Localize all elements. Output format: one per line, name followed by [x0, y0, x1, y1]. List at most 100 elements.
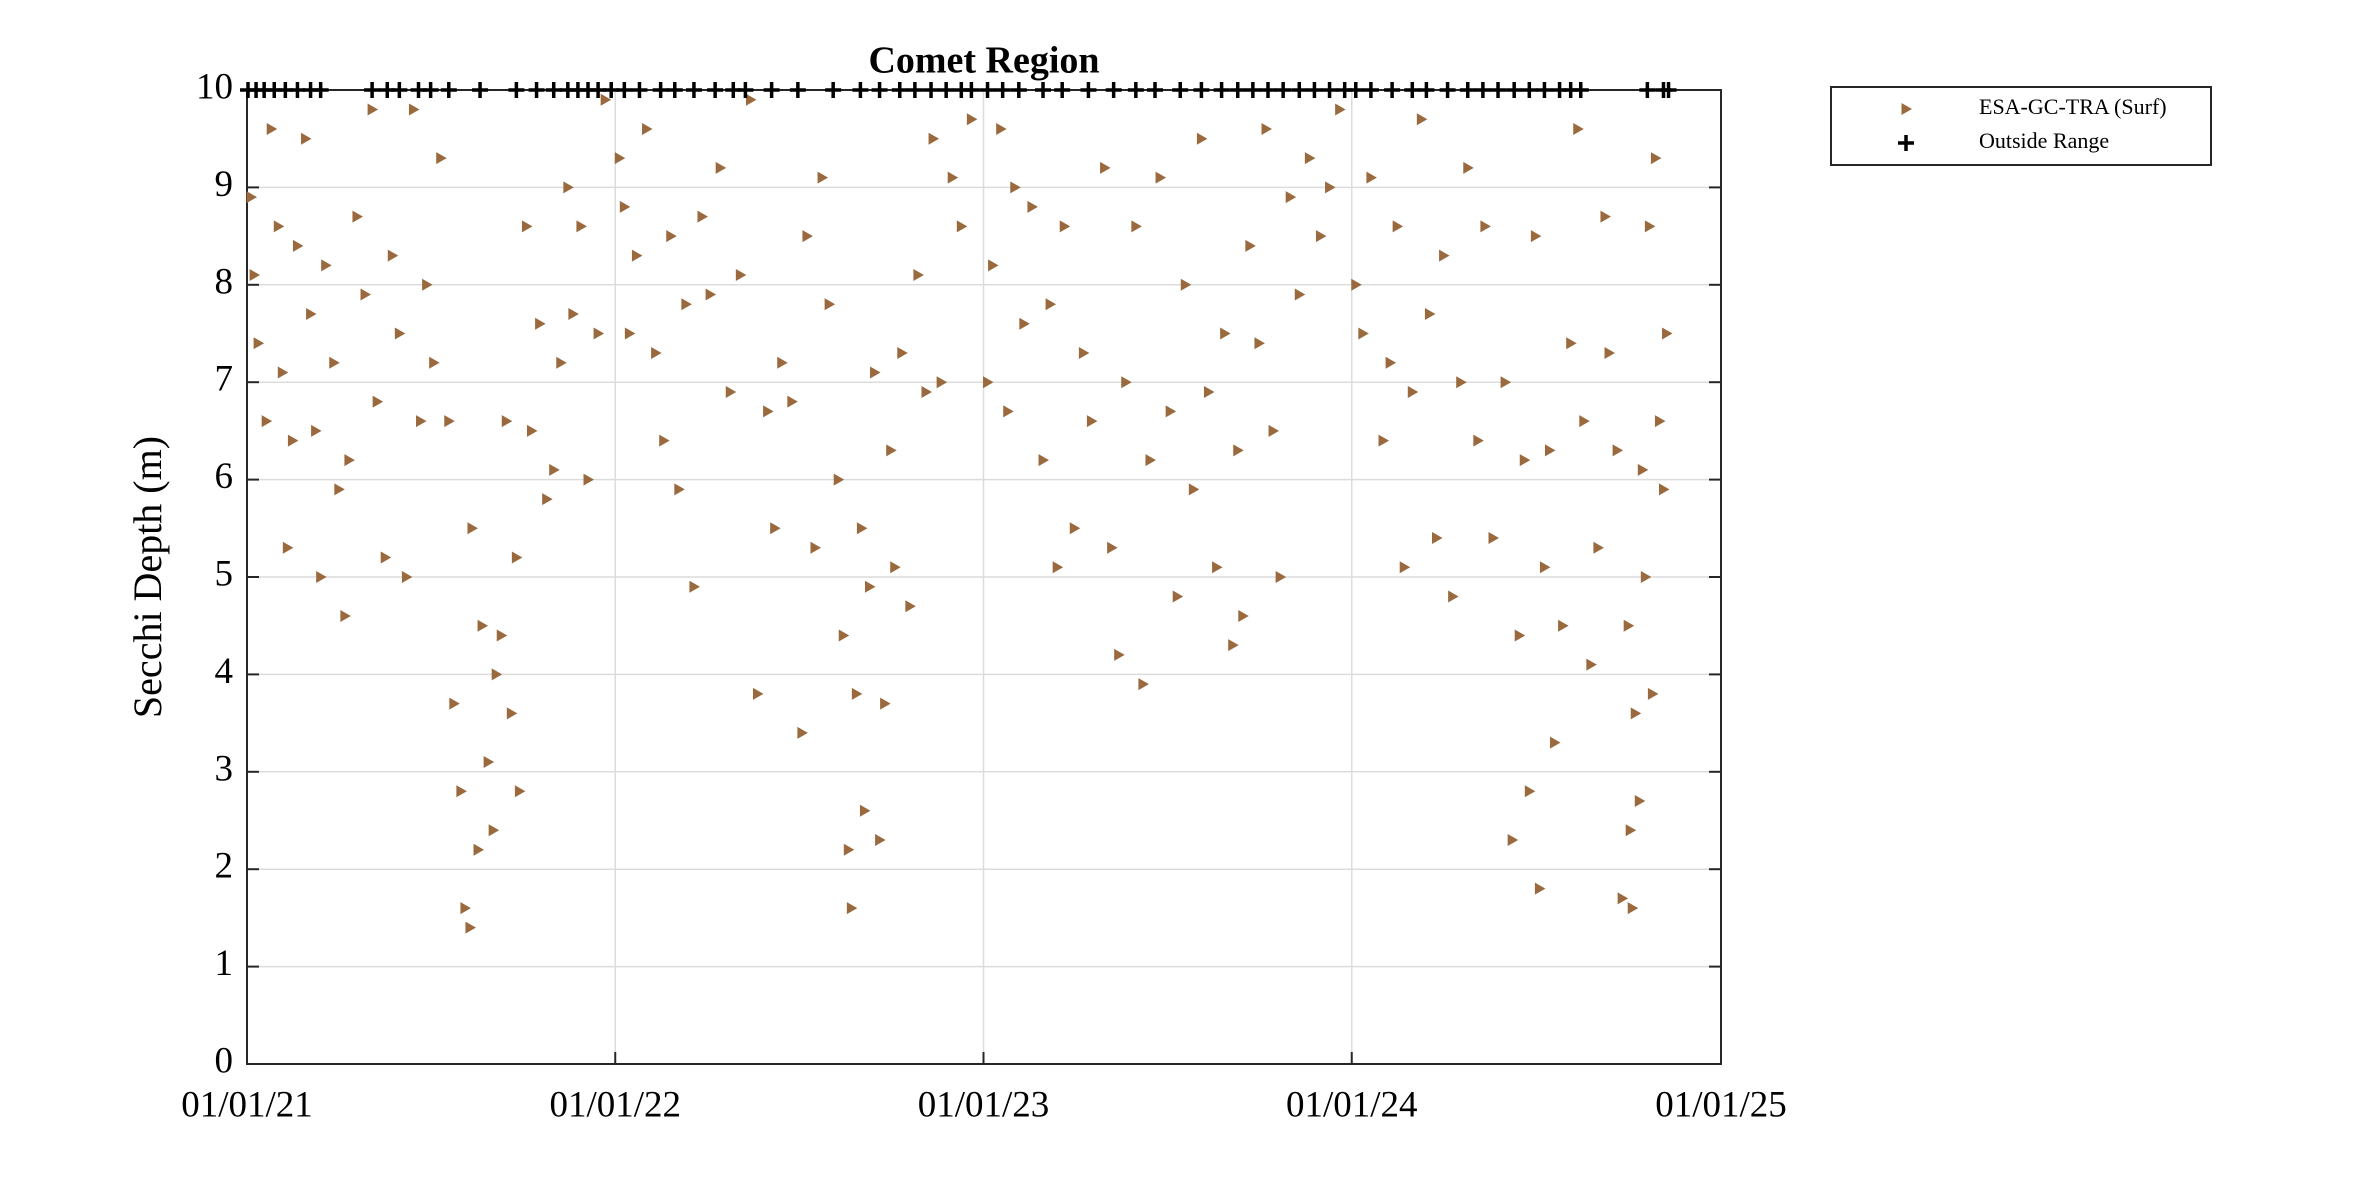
- triangle-marker: [583, 473, 595, 486]
- plus-marker: [545, 82, 562, 98]
- triangle-marker: [506, 707, 518, 720]
- triangle-marker: [966, 113, 978, 126]
- plus-marker: [825, 82, 842, 98]
- plus-marker: [923, 82, 940, 98]
- triangle-marker: [467, 522, 478, 535]
- triangle-marker: [527, 424, 538, 437]
- triangle-marker: [1586, 658, 1597, 671]
- triangle-marker: [1573, 122, 1584, 135]
- plus-marker: [1459, 82, 1476, 98]
- triangle-marker: [477, 619, 489, 632]
- triangle-marker: [1045, 298, 1057, 311]
- triangle-marker: [1488, 532, 1499, 545]
- triangle-marker: [824, 298, 836, 311]
- triangle-marker: [988, 259, 999, 272]
- triangle-marker: [1155, 171, 1167, 184]
- triangle-marker: [886, 444, 897, 457]
- triangle-marker: [619, 200, 631, 213]
- triangle-marker: [1003, 405, 1014, 418]
- x-tick-label: 01/01/21: [181, 1084, 313, 1125]
- triangle-marker: [277, 366, 289, 379]
- plus-marker: [652, 82, 669, 98]
- plus-marker: [528, 82, 545, 98]
- triangle-marker: [1662, 327, 1673, 340]
- triangle-marker: [444, 415, 455, 428]
- triangle-marker: [1238, 609, 1249, 622]
- triangle-marker: [1448, 590, 1459, 603]
- triangle-marker: [1019, 317, 1030, 330]
- triangle-marker: [1579, 415, 1590, 428]
- triangle-marker: [1378, 434, 1390, 447]
- triangle-marker: [787, 395, 798, 408]
- triangle-marker: [488, 824, 500, 837]
- plus-marker: [1898, 135, 1914, 151]
- plus-marker: [1639, 82, 1656, 98]
- triangle-marker: [535, 317, 546, 330]
- triangle-marker: [416, 415, 427, 428]
- triangle-marker: [473, 843, 485, 856]
- triangle-marker: [249, 269, 261, 282]
- plus-marker: [1306, 82, 1323, 98]
- triangle-marker: [1644, 220, 1656, 233]
- triangle-marker: [1038, 454, 1050, 467]
- triangle-marker: [1233, 444, 1244, 457]
- triangle-marker: [1534, 882, 1546, 895]
- triangle-marker: [1385, 356, 1397, 369]
- triangle-marker: [843, 843, 855, 856]
- triangle-marker: [614, 152, 626, 165]
- triangle-marker: [436, 152, 447, 165]
- triangle-marker: [1121, 376, 1132, 389]
- triangle-marker: [273, 220, 285, 233]
- plus-marker: [1536, 82, 1553, 98]
- plus-marker: [1660, 82, 1677, 98]
- plus-marker: [422, 82, 439, 98]
- plus-marker: [938, 82, 955, 98]
- triangle-marker: [1637, 463, 1649, 476]
- triangle-marker: [340, 609, 351, 622]
- plus-marker: [508, 82, 525, 98]
- triangle-marker: [745, 93, 757, 106]
- triangle-marker: [329, 356, 340, 369]
- triangle-marker: [1604, 346, 1616, 359]
- triangle-marker: [928, 132, 940, 145]
- legend-label: ESA-GC-TRA (Surf): [1979, 94, 2167, 119]
- triangle-marker: [387, 249, 399, 262]
- plus-marker: [364, 82, 381, 98]
- triangle-marker: [311, 424, 322, 437]
- triangle-marker: [1220, 327, 1231, 340]
- triangle-marker: [913, 269, 924, 282]
- y-tick-label: 0: [215, 1040, 234, 1081]
- triangle-marker: [856, 522, 868, 535]
- triangle-marker: [797, 726, 808, 739]
- triangle-marker: [947, 171, 959, 184]
- plus-marker: [1474, 82, 1491, 98]
- triangle-marker: [1901, 103, 1912, 115]
- triangle-marker: [1654, 415, 1666, 428]
- plus-marker: [994, 82, 1011, 98]
- triangle-marker: [681, 298, 692, 311]
- plus-marker: [1213, 82, 1230, 98]
- plus-marker: [1193, 82, 1210, 98]
- triangle-marker: [1431, 532, 1443, 545]
- triangle-marker: [321, 259, 332, 272]
- triangle-marker: [1623, 619, 1635, 632]
- plus-marker: [1439, 82, 1456, 98]
- plus-marker: [472, 82, 489, 98]
- triangle-marker: [846, 902, 858, 915]
- triangle-marker: [1131, 220, 1142, 233]
- triangle-marker: [1658, 483, 1670, 496]
- plus-marker: [1384, 82, 1401, 98]
- triangle-marker: [1650, 152, 1662, 165]
- triangle-marker: [817, 171, 829, 184]
- triangle-marker: [401, 571, 413, 583]
- triangle-marker: [352, 210, 363, 223]
- triangle-marker: [838, 629, 850, 642]
- triangle-marker: [870, 366, 881, 379]
- plus-marker: [871, 82, 888, 98]
- triangle-marker: [1203, 385, 1215, 398]
- triangle-marker: [1052, 561, 1064, 574]
- triangle-marker: [735, 269, 747, 282]
- plus-marker: [737, 82, 754, 98]
